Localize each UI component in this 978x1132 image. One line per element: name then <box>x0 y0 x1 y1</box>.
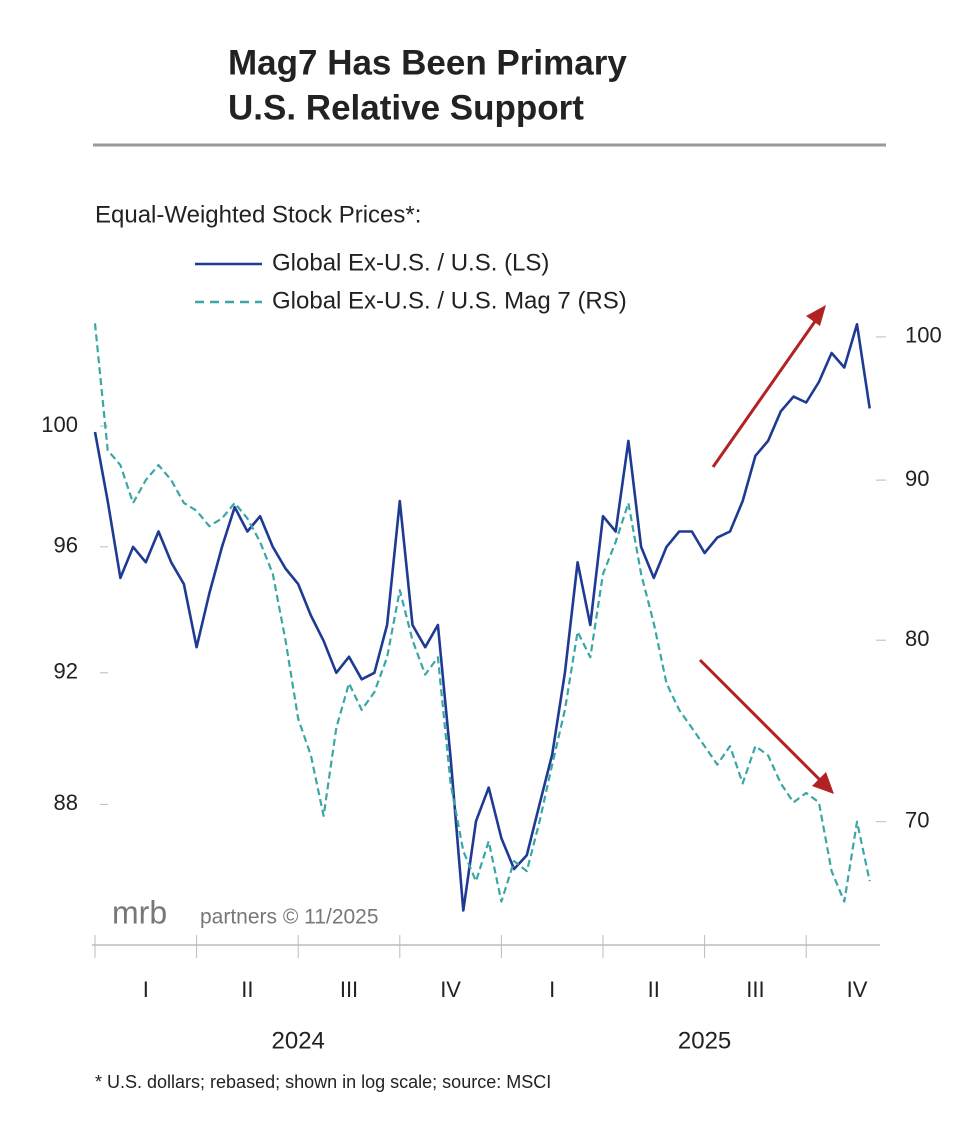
arrow <box>711 309 825 468</box>
y-tick-label: 92 <box>54 659 78 684</box>
series-line <box>93 323 871 912</box>
footnote: * U.S. dollars; rebased; shown in log sc… <box>95 1072 551 1092</box>
y-tick-label: 96 <box>54 533 78 558</box>
legend-label: Global Ex-U.S. / U.S. (LS) <box>272 249 549 276</box>
year-label: 2025 <box>678 1027 731 1054</box>
y-tick-label: 100 <box>41 412 78 437</box>
legend-label: Global Ex-U.S. / U.S. Mag 7 (RS) <box>272 287 627 314</box>
y2-tick-label: 100 <box>905 323 942 348</box>
x-tick-label: IV <box>847 977 868 1002</box>
x-tick-label: III <box>746 977 764 1002</box>
x-tick-label: II <box>648 977 660 1002</box>
x-tick-label: I <box>549 977 555 1002</box>
arrow <box>698 658 828 788</box>
y2-tick-label: 70 <box>905 807 929 832</box>
year-label: 2024 <box>272 1027 325 1054</box>
y2-tick-label: 80 <box>905 626 929 651</box>
y-tick-label: 88 <box>54 790 78 815</box>
legend-title: Equal-Weighted Stock Prices*: <box>95 201 421 228</box>
credit: partners © 11/2025 <box>200 906 379 929</box>
arrow-head <box>812 772 834 794</box>
chart-title: Mag7 Has Been Primary <box>228 43 627 82</box>
chart-title: U.S. Relative Support <box>228 88 584 127</box>
series-line <box>93 323 871 903</box>
x-tick-label: I <box>143 977 149 1002</box>
y2-tick-label: 90 <box>905 466 929 491</box>
arrow-head <box>806 305 826 326</box>
x-tick-label: III <box>340 977 358 1002</box>
brand: mrb <box>112 894 167 930</box>
x-tick-label: IV <box>440 977 461 1002</box>
x-tick-label: II <box>241 977 253 1002</box>
